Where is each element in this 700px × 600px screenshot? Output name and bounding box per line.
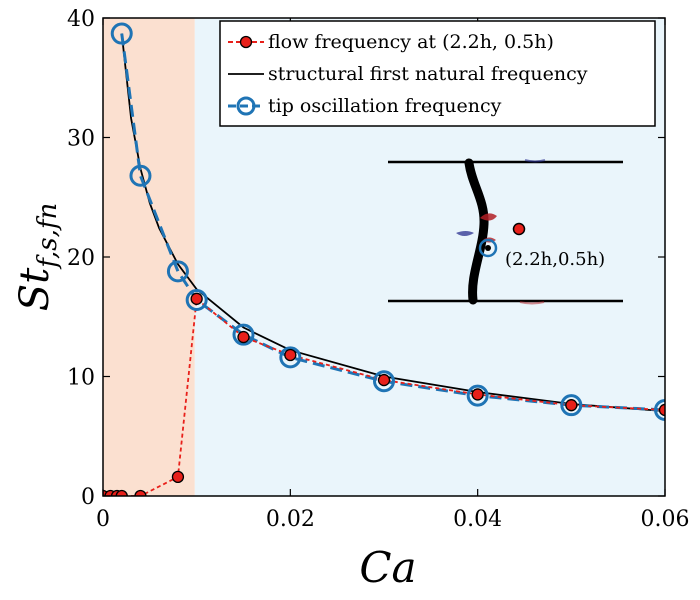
flow-point	[171, 470, 185, 484]
flow-point	[115, 489, 128, 496]
flow-point	[658, 403, 665, 417]
inset-flow-snapshot: (2.2h,0.5h)	[388, 158, 623, 305]
inset-flexible-plate	[464, 158, 489, 305]
tip-point	[185, 289, 208, 312]
x-tick-label: 0.04	[453, 507, 502, 532]
tip-point	[110, 22, 133, 45]
inset-vortex-blue	[456, 231, 474, 236]
flow-point	[134, 489, 147, 496]
x-tick-label: 0.06	[641, 507, 690, 532]
flow-point	[471, 388, 484, 401]
y-tick-label: 30	[67, 127, 95, 152]
legend-entry-tip: tip oscillation frequency	[228, 95, 502, 117]
axis-ticks: 0 0.02 0.04 0.06 0 10 20 30 40	[67, 7, 689, 532]
y-tick-label: 40	[67, 7, 95, 32]
inset-probe-marker	[512, 222, 526, 236]
inset-tip-dot	[485, 245, 491, 251]
flow-point	[190, 292, 203, 305]
shaded-region-0	[103, 18, 195, 496]
tip-point	[654, 398, 665, 421]
inset-vortex-red	[480, 213, 497, 221]
y-tick-label: 0	[81, 485, 95, 510]
legend-entry-structural: structural first natural frequency	[228, 63, 588, 85]
inset-wall-vortex	[524, 159, 546, 163]
y-tick-label: 10	[67, 366, 95, 391]
tip-point	[373, 370, 395, 393]
inset-tip-marker	[478, 238, 498, 258]
y-axis-label-main: St	[12, 267, 58, 311]
legend-flow-label: flow frequency at (2.2h, 0.5h)	[268, 31, 554, 53]
legend-flow-marker	[239, 35, 253, 49]
y-tick-label: 20	[67, 246, 95, 271]
x-tick-label: 0	[96, 507, 110, 532]
legend-entry-flow: flow frequency at (2.2h, 0.5h)	[228, 31, 554, 53]
tip-point	[166, 260, 189, 283]
tip-point	[466, 384, 489, 407]
y-axis-label-sub: f,s,fn	[33, 203, 63, 270]
tip-point	[129, 164, 152, 187]
inset-probe-label: (2.2h,0.5h)	[505, 249, 605, 270]
flow-point	[377, 373, 391, 387]
legend-box	[219, 20, 656, 127]
y-axis-label: Stf,s,fn	[12, 203, 63, 311]
svg-text:Stf,s,fn: Stf,s,fn	[12, 203, 63, 311]
flow-point	[565, 399, 578, 412]
flow-point	[284, 348, 297, 362]
inset-wall-vortex-2	[519, 301, 545, 305]
legend-tip-marker	[236, 96, 256, 116]
legend: flow frequency at (2.2h, 0.5h) structura…	[219, 20, 656, 127]
tip-point	[232, 323, 255, 346]
x-tick-label: 0.02	[266, 507, 315, 532]
series-layer	[103, 22, 665, 496]
legend-structural-label: structural first natural frequency	[268, 63, 588, 85]
tip-point	[560, 394, 583, 417]
legend-tip-label: tip oscillation frequency	[268, 95, 502, 117]
flow-point	[237, 330, 250, 344]
tip-point	[279, 346, 302, 369]
x-axis-label: Ca	[359, 543, 416, 592]
